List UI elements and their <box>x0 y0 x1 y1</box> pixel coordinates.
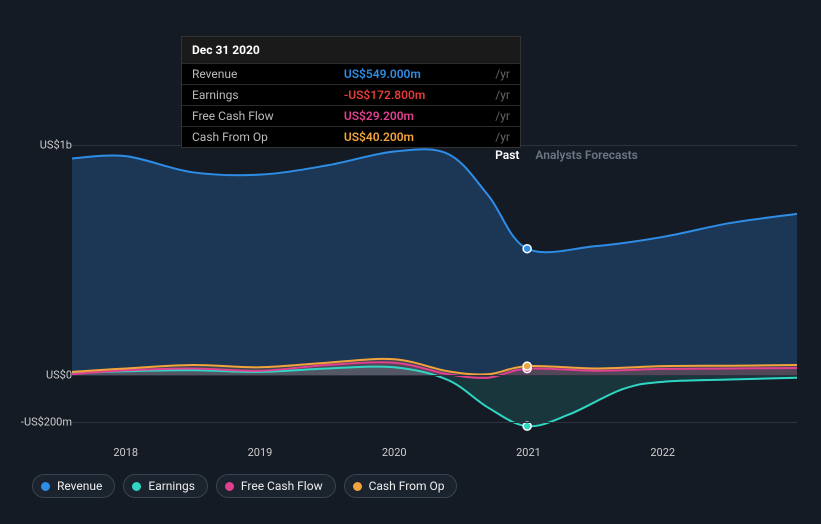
chart-svg <box>72 140 797 440</box>
x-axis-label: 2018 <box>113 446 138 459</box>
legend-item-revenue[interactable]: Revenue <box>32 474 115 498</box>
legend-dot-icon <box>225 482 234 491</box>
legend-dot-icon <box>132 482 141 491</box>
legend-label: Earnings <box>148 479 195 493</box>
y-axis-label: US$1b <box>40 138 72 151</box>
tooltip-row-label: Free Cash Flow <box>182 106 334 127</box>
legend-dot-icon <box>353 482 362 491</box>
tooltip-row-unit: /yr <box>485 64 520 85</box>
y-axis-label: US$0 <box>46 369 72 382</box>
tooltip-date: Dec 31 2020 <box>182 37 520 63</box>
tooltip-row-value: US$40.200m <box>334 127 485 148</box>
tooltip-row: Earnings-US$172.800m/yr <box>182 85 520 106</box>
tooltip-row-label: Cash From Op <box>182 127 334 148</box>
x-axis-label: 2022 <box>650 446 675 459</box>
tooltip-row-value: US$549.000m <box>334 64 485 85</box>
x-axis-label: 2019 <box>248 446 273 459</box>
chart-tooltip: Dec 31 2020 RevenueUS$549.000m/yrEarning… <box>181 36 521 148</box>
tooltip-row-unit: /yr <box>485 85 520 106</box>
tooltip-row-label: Earnings <box>182 85 334 106</box>
plot-area[interactable]: Past Analysts Forecasts 2018201920202021… <box>72 140 797 440</box>
earnings-hover-marker <box>523 422 531 430</box>
grid-line <box>72 422 797 423</box>
tooltip-row-label: Revenue <box>182 64 334 85</box>
tooltip-row: Free Cash FlowUS$29.200m/yr <box>182 106 520 127</box>
tooltip-row: Cash From OpUS$40.200m/yr <box>182 127 520 148</box>
tooltip-row: RevenueUS$549.000m/yr <box>182 64 520 85</box>
revenue-hover-marker <box>523 245 531 253</box>
grid-line <box>72 375 797 376</box>
legend-dot-icon <box>41 482 50 491</box>
legend-label: Revenue <box>57 479 102 493</box>
tooltip-row-unit: /yr <box>485 127 520 148</box>
tooltip-row-value: -US$172.800m <box>334 85 485 106</box>
revenue-area <box>72 149 797 375</box>
legend-label: Free Cash Flow <box>241 479 323 493</box>
y-axis-label: -US$200m <box>21 415 72 428</box>
legend-item-fcf[interactable]: Free Cash Flow <box>216 474 336 498</box>
tooltip-row-unit: /yr <box>485 106 520 127</box>
legend-item-cfo[interactable]: Cash From Op <box>344 474 458 498</box>
legend-item-earnings[interactable]: Earnings <box>123 474 208 498</box>
financials-chart: Dec 31 2020 RevenueUS$549.000m/yrEarning… <box>16 16 805 508</box>
cfo-hover-marker <box>523 362 531 370</box>
chart-legend: Revenue Earnings Free Cash Flow Cash From O… <box>32 474 457 498</box>
x-axis-label: 2020 <box>382 446 407 459</box>
tooltip-table: RevenueUS$549.000m/yrEarnings-US$172.800… <box>182 63 520 147</box>
legend-label: Cash From Op <box>369 479 445 493</box>
tooltip-row-value: US$29.200m <box>334 106 485 127</box>
x-axis-label: 2021 <box>516 446 541 459</box>
